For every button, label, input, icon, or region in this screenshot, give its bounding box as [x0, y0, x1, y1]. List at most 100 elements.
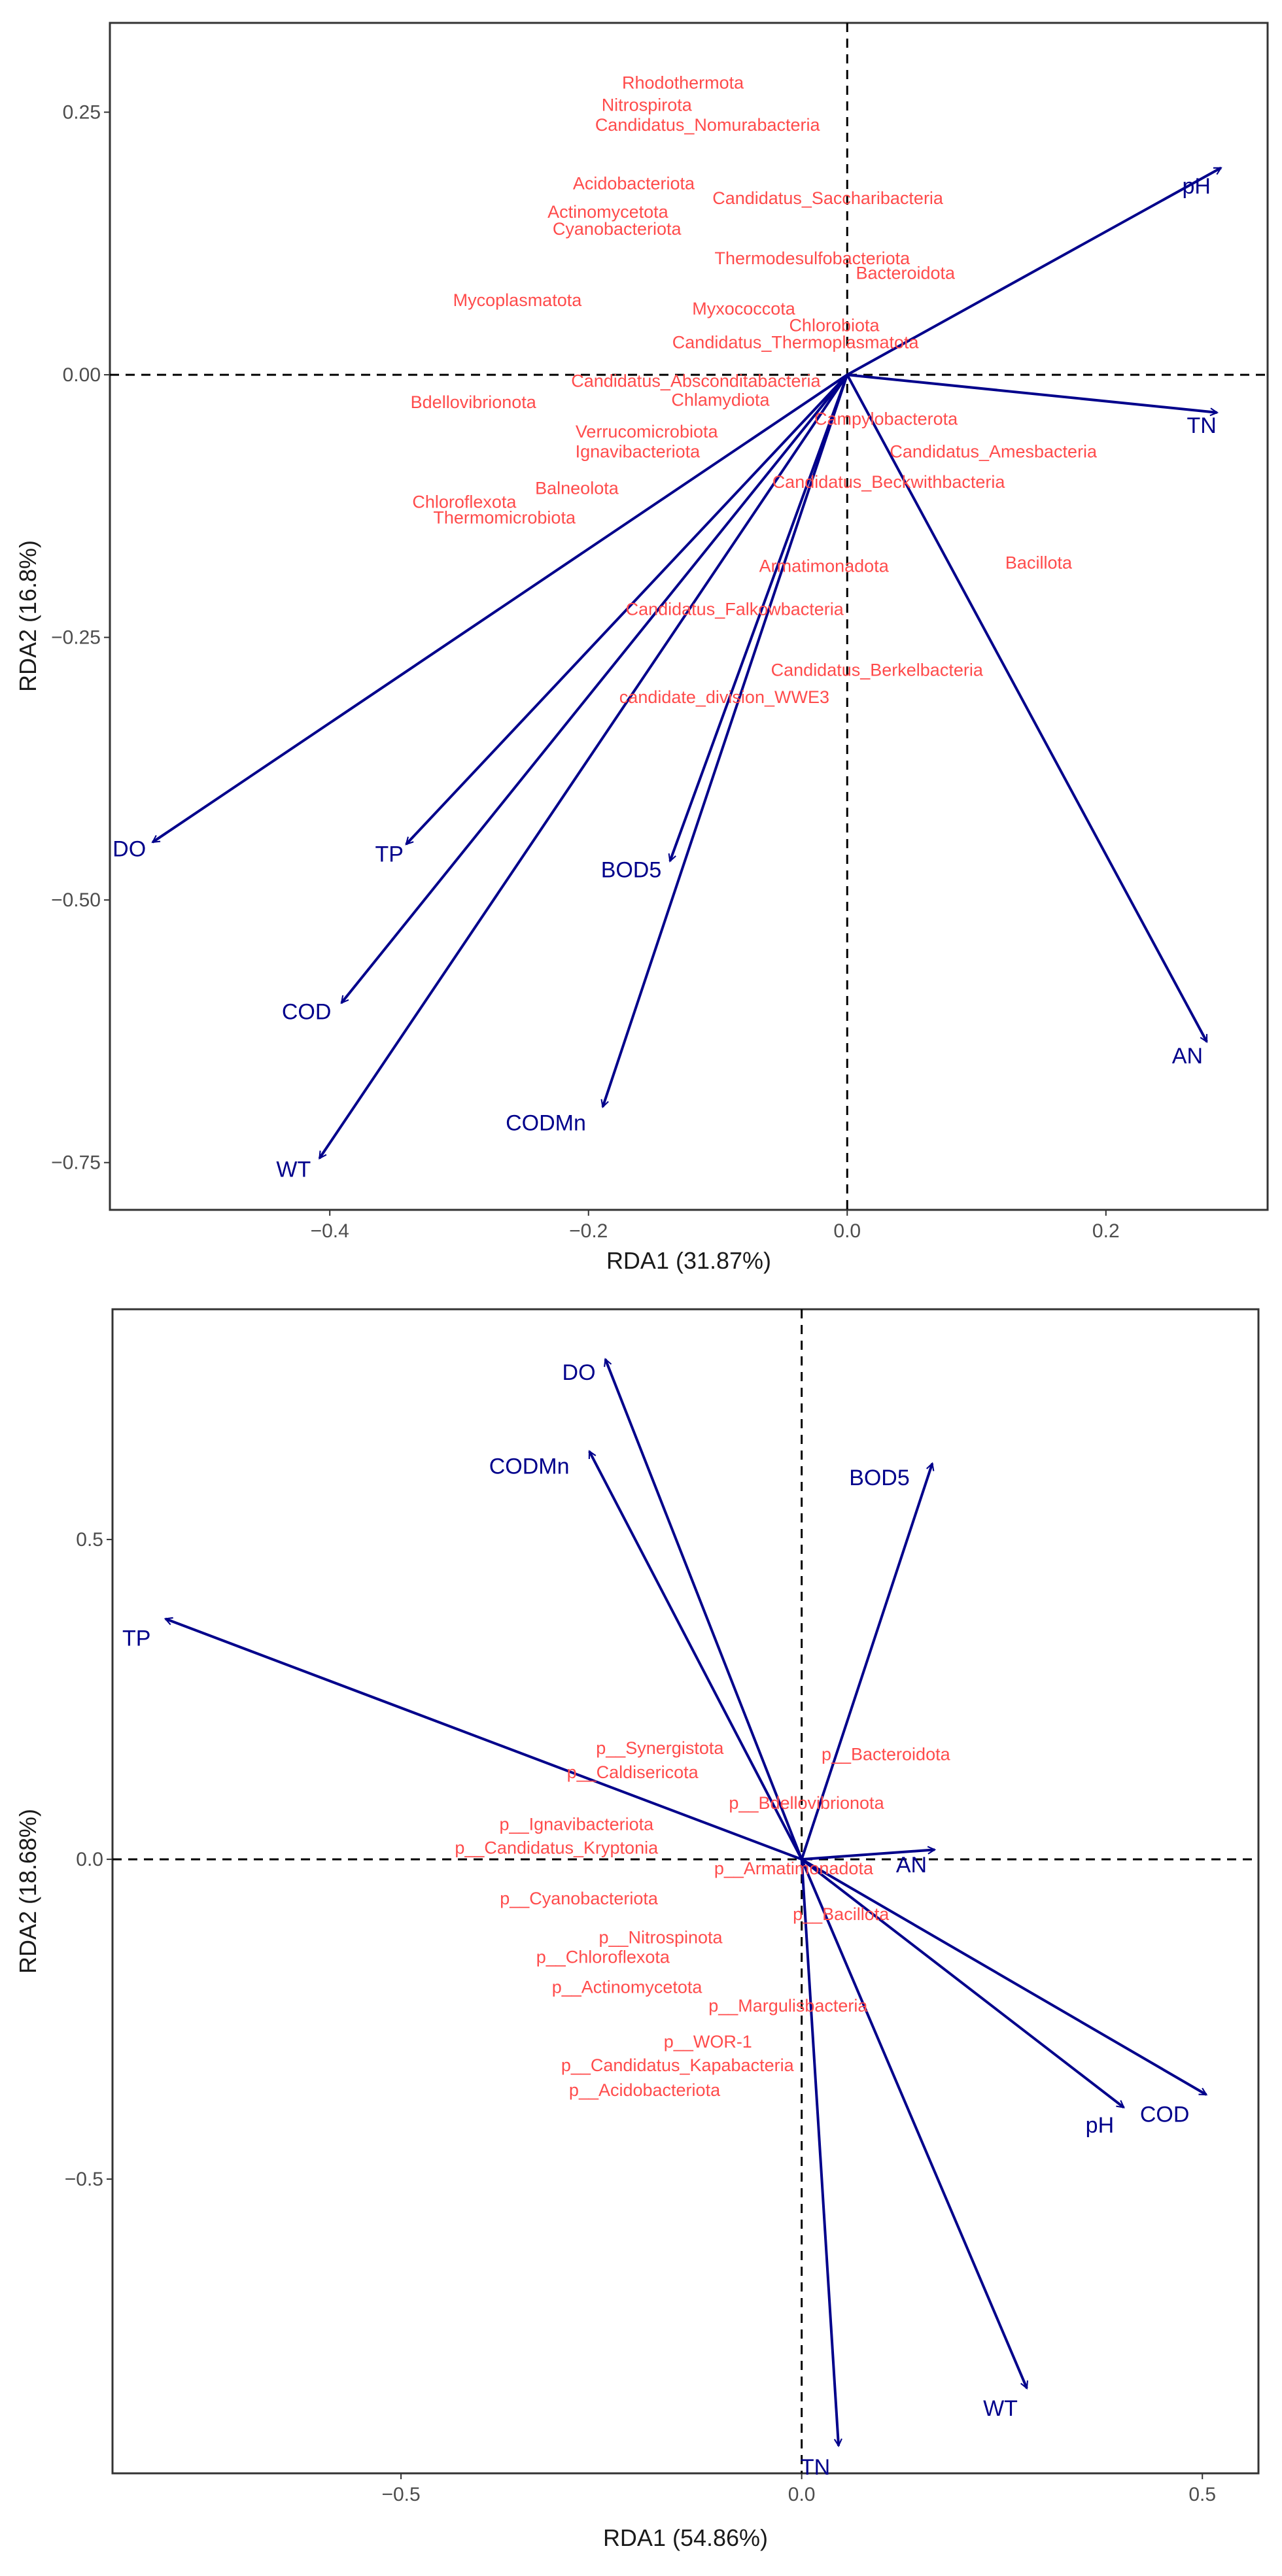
y-tick-label: 0.0 — [76, 1849, 103, 1870]
vector-label-wt: WT — [276, 1157, 311, 1182]
vector-an — [801, 1849, 935, 1861]
taxon-label: candidate_division_WWE3 — [619, 687, 829, 707]
taxon-label: Chlorobiota — [789, 316, 880, 335]
vector-label-tn: TN — [1187, 413, 1216, 438]
vector-cod — [801, 1858, 1207, 2096]
taxon-label: p__Caldisericota — [567, 1762, 699, 1782]
x-axis-title: RDA1 (54.86%) — [603, 2524, 768, 2551]
taxon-label: Campylobacterota — [814, 409, 958, 429]
vector-ph — [846, 166, 1221, 376]
taxon-label: p__Candidatus_Kryptonia — [455, 1838, 659, 1857]
x-axis-ticks: −0.5 0.0 0.5 — [381, 2473, 1216, 2505]
plot-panel-border — [109, 22, 1269, 1211]
vector-label-an: AN — [896, 1853, 927, 1878]
vector-codmn — [602, 374, 849, 1107]
taxon-label: p__Bacillota — [793, 1904, 890, 1924]
vector-do — [605, 1359, 803, 1860]
vector-tn — [847, 373, 1217, 413]
y-axis-ticks: 0.5 0.0 −0.5 — [65, 1529, 113, 2190]
taxon-label: Bacillota — [1005, 553, 1073, 573]
vector-label-bod5: BOD5 — [601, 858, 662, 883]
vector-tp — [406, 373, 848, 844]
zero-reference-lines — [113, 1309, 1258, 2473]
taxon-label: p__Armatimonadota — [714, 1859, 874, 1878]
taxon-label: Candidatus_Thermoplasmatota — [672, 332, 920, 352]
vector-label-cod: COD — [282, 999, 332, 1024]
y-axis-title: RDA2 (18.68%) — [14, 1809, 41, 1974]
taxon-label: p__Synergistota — [596, 1738, 724, 1758]
vector-cod — [340, 373, 848, 1003]
taxon-label: p__Actinomycetota — [552, 1978, 703, 1997]
taxon-label: Candidatus_Absconditabacteria — [571, 371, 821, 391]
taxon-label: Mycoplasmatota — [453, 290, 583, 310]
taxon-label: p__Chloroflexota — [536, 1948, 670, 1967]
taxon-label: p__Bdellovibrionota — [729, 1793, 884, 1813]
vector-codmn — [588, 1451, 803, 1861]
taxon-label: Nitrospirota — [602, 95, 693, 114]
x-tick-label: −0.2 — [569, 1220, 608, 1242]
x-axis-title: RDA1 (31.87%) — [606, 1247, 771, 1274]
vector-label-cod: COD — [1140, 2102, 1190, 2127]
vector-an — [846, 374, 1208, 1042]
rda-biplot-bottom: −0.5 0.0 0.5 0.5 0.0 −0.5 DO CODMn BOD5 TP AN pH C… — [14, 1308, 1260, 2551]
taxon-label: Chlamydiota — [671, 390, 770, 410]
vector-label-an: AN — [1172, 1044, 1203, 1069]
x-tick-label: −0.4 — [311, 1220, 349, 1242]
vector-label-codmn: CODMn — [506, 1111, 586, 1136]
vector-ph — [801, 1858, 1124, 2109]
taxon-label: Verrucomicrobiota — [576, 422, 719, 441]
x-tick-label: 0.0 — [788, 2484, 816, 2505]
zero-reference-lines — [110, 23, 1268, 1210]
taxon-labels: Rhodothermota NitrospirotaCandidatus_Nomu… — [411, 73, 1098, 708]
taxon-label: Armatimonadota — [759, 556, 890, 575]
rda-biplot-top: −0.4 −0.2 0.0 0.2 0.25 0.00 −0.25 −0.50 −0.75 p… — [14, 22, 1269, 1274]
vector-label-wt: WT — [983, 2396, 1018, 2421]
vector-label-tp: TP — [375, 842, 403, 867]
taxon-label: Candidatus_Saccharibacteria — [712, 188, 944, 208]
x-tick-label: −0.5 — [381, 2484, 420, 2505]
taxon-label: Chloroflexota — [412, 492, 517, 511]
x-axis-ticks: −0.4 −0.2 0.0 0.2 — [311, 1210, 1120, 1242]
taxon-label: Cyanobacteriota — [553, 219, 682, 239]
taxon-label: Candidatus_Nomurabacteria — [595, 115, 821, 135]
taxon-label: p__WOR-1 — [664, 2032, 752, 2052]
vector-label-ph: pH — [1182, 174, 1210, 199]
y-tick-label: 0.5 — [76, 1529, 103, 1551]
y-tick-label: −0.50 — [51, 889, 101, 911]
taxon-label: Thermomicrobiota — [433, 508, 576, 528]
taxon-label: p__Candidatus_Kapabacteria — [561, 2055, 795, 2075]
taxon-label: Myxococcota — [692, 299, 796, 318]
vector-label-do: DO — [113, 836, 146, 861]
taxon-label: p__Margulisbacteria — [708, 1996, 868, 2016]
y-tick-label: −0.75 — [51, 1152, 101, 1174]
taxon-label: p__Bacteroidota — [822, 1745, 951, 1764]
y-tick-label: −0.25 — [51, 627, 101, 649]
vector-label-tp: TP — [122, 1626, 150, 1651]
y-tick-label: 0.00 — [63, 364, 101, 386]
vector-tn — [800, 1859, 839, 2446]
taxon-label: Rhodothermota — [622, 73, 744, 93]
vector-tp — [165, 1619, 803, 1861]
taxon-label: p__Acidobacteriota — [569, 2080, 721, 2100]
vector-bod5 — [800, 1464, 933, 1860]
vector-wt — [318, 373, 848, 1158]
taxon-label: Bdellovibrionota — [411, 392, 537, 412]
vector-label-ph: pH — [1086, 2113, 1114, 2138]
environment-vectors: DO CODMn BOD5 TP AN pH COD WT TN — [122, 1359, 1206, 2480]
taxon-label: Candidatus_Amesbacteria — [890, 441, 1098, 461]
vector-do — [152, 373, 848, 844]
taxon-label: Acidobacteriota — [573, 174, 695, 194]
x-tick-label: 0.0 — [833, 1220, 861, 1242]
taxon-label: Ignavibacteriota — [576, 441, 701, 461]
vector-label-bod5: BOD5 — [849, 1466, 910, 1490]
taxon-label: p__Nitrospinota — [598, 1927, 723, 1947]
taxon-label: Candidatus_Beckwithbacteria — [772, 472, 1006, 492]
environment-vectors: pH TN AN DO TP BOD5 COD CODMn WT — [113, 166, 1221, 1182]
plot-panel-border — [111, 1308, 1260, 2475]
y-tick-label: −0.5 — [65, 2169, 103, 2190]
vector-wt — [800, 1859, 1027, 2388]
taxon-label: Candidatus_Berkelbacteria — [771, 660, 984, 679]
taxon-label: Candidatus_Falkowbacteria — [626, 599, 844, 619]
x-tick-label: 0.5 — [1188, 2484, 1216, 2505]
